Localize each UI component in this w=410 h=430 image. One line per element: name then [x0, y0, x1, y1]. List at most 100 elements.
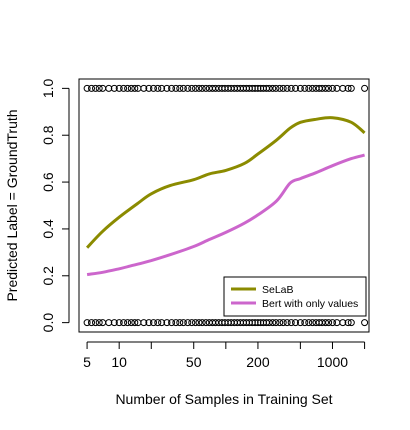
- observation-point: [287, 84, 295, 92]
- observation-point: [325, 84, 333, 92]
- observation-point: [305, 319, 313, 327]
- observation-points: [83, 84, 369, 327]
- observation-point: [269, 319, 277, 327]
- observation-point: [176, 319, 184, 327]
- observation-point: [283, 319, 291, 327]
- observation-point: [276, 84, 284, 92]
- observation-point: [333, 319, 341, 327]
- observation-point: [339, 319, 347, 327]
- smoothed-curves: [86, 116, 366, 277]
- plot-frame: [78, 78, 370, 333]
- observation-point: [127, 319, 135, 327]
- observation-point: [92, 319, 99, 327]
- observation-point: [158, 319, 166, 327]
- observation-point: [184, 319, 192, 327]
- observation-point: [329, 319, 336, 327]
- observation-point: [192, 84, 199, 92]
- series-line-1: [86, 116, 366, 249]
- observation-point: [120, 319, 128, 327]
- observation-point: [265, 319, 273, 327]
- observation-point: [305, 84, 313, 92]
- observation-point: [120, 84, 128, 92]
- observation-point: [292, 84, 299, 92]
- observation-point: [279, 319, 287, 327]
- observation-point: [296, 84, 304, 92]
- y-tick-label: 0.2: [40, 266, 56, 286]
- observation-point: [188, 319, 196, 327]
- observation-point: [265, 84, 273, 92]
- y-axis: 0.0 0.2 0.4 0.6 0.8 1.0: [40, 78, 70, 333]
- observation-point: [333, 84, 341, 92]
- observation-point: [124, 84, 132, 92]
- observation-point: [188, 84, 196, 92]
- observation-point: [292, 319, 299, 327]
- observation-point: [195, 319, 203, 327]
- observation-point: [301, 84, 309, 92]
- observation-point: [325, 319, 333, 327]
- observation-point: [192, 319, 199, 327]
- observation-point: [140, 319, 148, 327]
- observation-point: [95, 319, 103, 327]
- y-tick-label: 0.0: [40, 313, 56, 333]
- observation-point: [198, 319, 206, 327]
- observation-point: [131, 84, 139, 92]
- observation-point: [115, 319, 123, 327]
- y-tick-label: 1.0: [40, 78, 56, 98]
- observation-point: [131, 319, 139, 327]
- observation-point: [344, 319, 352, 327]
- observation-point: [347, 84, 355, 92]
- observation-point: [309, 84, 316, 92]
- x-tick-label: 200: [246, 354, 270, 370]
- observation-point: [269, 84, 277, 92]
- observation-point: [163, 84, 171, 92]
- observation-point: [184, 84, 192, 92]
- observation-point: [272, 84, 280, 92]
- observation-point: [202, 84, 210, 92]
- x-tick-label: 10: [111, 354, 127, 370]
- observation-point: [339, 84, 347, 92]
- observation-point: [158, 84, 166, 92]
- y-tick-label: 0.8: [40, 125, 56, 145]
- observation-point: [83, 84, 91, 92]
- legend-entry-1: SeLaB: [262, 284, 294, 296]
- observation-point: [179, 319, 187, 327]
- observation-point: [276, 319, 284, 327]
- legend: SeLaB Bert with only values: [223, 276, 367, 317]
- y-axis-label: Predicted Label = GroundTruth: [4, 109, 20, 301]
- legend-entry-2: Bert with only values: [262, 298, 358, 310]
- legend-box: [223, 276, 367, 317]
- observation-point: [322, 319, 329, 327]
- y-tick-label: 0.4: [40, 219, 56, 239]
- observation-point: [202, 319, 210, 327]
- observation-point: [145, 84, 153, 92]
- observation-point: [361, 319, 369, 327]
- observation-point: [283, 84, 291, 92]
- observation-point: [124, 319, 132, 327]
- observation-point: [95, 84, 103, 92]
- observation-point: [176, 84, 184, 92]
- observation-point: [127, 84, 135, 92]
- observation-point: [301, 319, 309, 327]
- observation-point: [110, 319, 118, 327]
- observation-point: [92, 84, 99, 92]
- observation-point: [154, 319, 162, 327]
- observation-point: [88, 84, 95, 92]
- observation-point: [150, 319, 157, 327]
- x-axis-label: Number of Samples in Training Set: [115, 391, 332, 407]
- x-tick-label: 1000: [317, 354, 348, 370]
- observation-point: [272, 319, 280, 327]
- observation-point: [168, 319, 176, 327]
- observation-point: [140, 84, 148, 92]
- observation-point: [172, 319, 180, 327]
- observation-point: [322, 84, 329, 92]
- observation-point: [154, 84, 162, 92]
- observation-point: [195, 84, 203, 92]
- observation-point: [279, 84, 287, 92]
- observation-point: [150, 84, 157, 92]
- observation-point: [88, 319, 95, 327]
- observation-point: [287, 319, 295, 327]
- observation-point: [329, 84, 336, 92]
- observation-point: [163, 319, 171, 327]
- series-line-2: [86, 153, 365, 277]
- observation-point: [145, 319, 153, 327]
